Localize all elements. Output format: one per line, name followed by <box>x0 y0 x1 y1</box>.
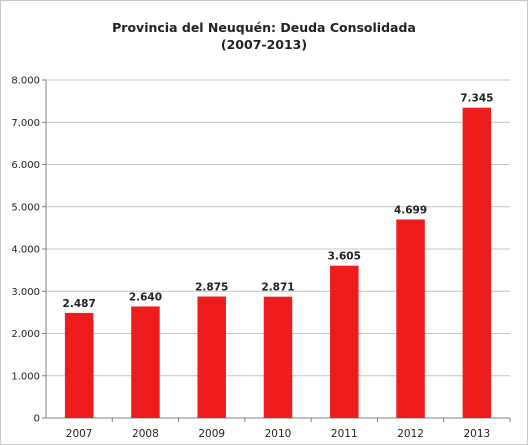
bar <box>263 296 293 418</box>
bar <box>396 219 425 418</box>
x-tick-label: 2008 <box>132 428 159 440</box>
y-tick-label: 1.000 <box>11 371 40 382</box>
bar <box>64 312 94 418</box>
x-tick-label: 2013 <box>463 428 490 440</box>
data-label: 2.875 <box>195 282 228 294</box>
data-label: 2.487 <box>63 298 96 310</box>
y-tick-label: 7.000 <box>11 118 40 129</box>
data-label: 2.871 <box>261 282 294 294</box>
y-tick-label: 3.000 <box>11 287 40 298</box>
data-label: 7.345 <box>460 93 493 105</box>
chart-subtitle: (2007-2013) <box>220 37 308 52</box>
y-tick-label: 5.000 <box>11 202 40 213</box>
chart-title: Provincia del Neuquén: Deuda Consolidada <box>112 20 416 35</box>
bar <box>462 107 492 418</box>
x-tick-label: 2011 <box>331 428 358 440</box>
y-tick-label: 8.000 <box>11 76 40 87</box>
data-label: 2.640 <box>129 291 162 303</box>
data-label: 4.699 <box>394 204 427 216</box>
x-tick-label: 2009 <box>198 428 225 440</box>
x-tick-label: 2012 <box>397 428 424 440</box>
y-tick-label: 0 <box>34 414 40 425</box>
data-label: 3.605 <box>328 251 361 263</box>
y-tick-label: 6.000 <box>11 160 40 171</box>
y-tick-label: 4.000 <box>11 245 40 256</box>
y-tick-label: 2.000 <box>11 329 40 340</box>
x-tick-label: 2007 <box>66 428 93 440</box>
bar <box>131 306 160 418</box>
bar <box>330 265 359 418</box>
x-tick-label: 2010 <box>265 428 292 440</box>
bar <box>197 296 226 418</box>
